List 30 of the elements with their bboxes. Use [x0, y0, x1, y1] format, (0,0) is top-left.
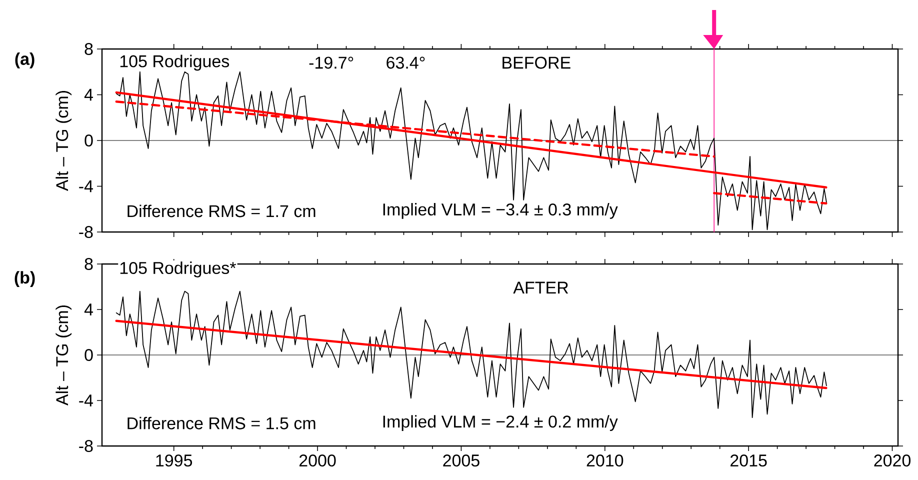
annotation: 63.4°: [386, 56, 425, 69]
annotation: Implied VLM = −2.4 ± 0.2 mm/y: [383, 415, 618, 431]
y-tick-label: 8: [84, 42, 93, 56]
y-tick-label: -4: [79, 180, 93, 192]
y-axis-title: Alt – TG (cm): [56, 306, 72, 406]
annotation: 105 Rodrigues: [120, 54, 230, 71]
chart-title: (b): [14, 271, 35, 287]
y-axis-title: Alt – TG (cm): [56, 91, 72, 191]
y-tick-label: 0: [84, 134, 93, 147]
annotation: BEFORE: [502, 56, 570, 69]
y-tick-label: -8: [79, 226, 93, 238]
x-tick-label: 2010: [586, 454, 624, 467]
y-tick-label: 0: [84, 348, 93, 362]
x-tick-label: 2015: [730, 454, 767, 467]
x-tick-label: 2005: [443, 454, 480, 467]
annotation: AFTER: [513, 282, 568, 294]
annotation: Difference RMS = 1.5 cm: [128, 416, 316, 430]
y-tick-label: 8: [84, 258, 93, 270]
x-tick-label: 1995: [156, 454, 192, 467]
x-tick-label: 2020: [874, 454, 911, 467]
y-tick-label: 4: [84, 304, 93, 316]
annotation: Difference RMS = 1.7 cm: [128, 204, 316, 218]
annotation: Implied VLM = −3.4 ± 0.3 mm/y: [383, 203, 618, 219]
y-tick-label: 4: [84, 88, 93, 101]
chart-title: (a): [15, 52, 34, 68]
x-tick-label: 2000: [299, 454, 336, 467]
annotation: 105 Rodrigues*: [120, 262, 236, 278]
annotation: -19.7°: [309, 56, 354, 69]
y-tick-label: -8: [79, 440, 93, 452]
y-tick-label: -4: [79, 394, 93, 406]
